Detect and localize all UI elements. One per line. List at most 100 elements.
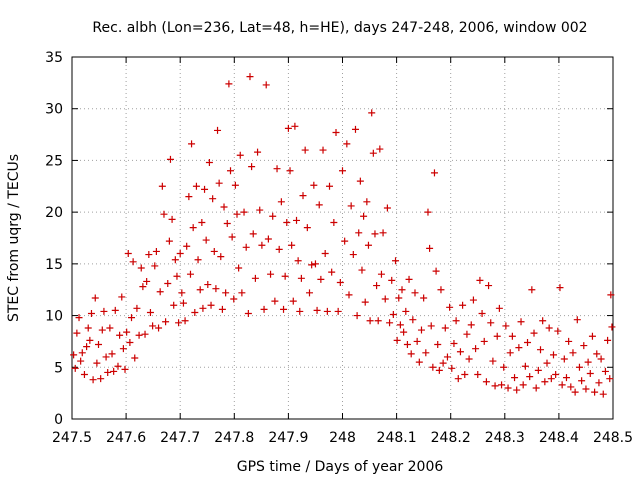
data-point [539,317,547,325]
data-point [580,342,588,350]
y-tick-label: 30 [45,102,63,118]
data-point [289,297,297,305]
data-point [258,241,266,249]
data-point [487,319,495,327]
data-point [205,158,213,166]
data-point [207,301,215,309]
data-point [448,364,456,372]
data-point [413,337,421,345]
data-point [493,332,501,340]
data-point [106,324,114,332]
data-point [347,202,355,210]
data-point [478,310,486,318]
x-tick-label: 247.5 [52,430,92,446]
data-point [98,326,106,334]
data-point [405,275,413,283]
data-point [114,362,122,370]
data-point [461,371,469,379]
data-point [435,366,443,374]
data-point [426,244,434,252]
data-point [356,177,364,185]
data-point [526,373,534,381]
data-point [383,204,391,212]
data-point [517,318,525,326]
data-point [562,374,570,382]
data-point [223,220,231,228]
data-point [313,306,321,314]
data-point [209,195,217,203]
data-point [97,375,105,383]
data-point [437,286,445,294]
x-tick-label: 248.4 [539,430,579,446]
data-point [369,149,377,157]
data-point [303,224,311,232]
data-point [188,140,196,148]
data-point [70,351,78,359]
data-point [532,384,540,392]
data-point [502,322,510,330]
data-point [446,303,454,311]
data-point [537,346,545,354]
data-point [554,327,562,335]
data-point [233,210,241,218]
data-point [403,341,411,349]
data-point [360,212,368,220]
data-point [524,338,532,346]
data-point [228,233,236,241]
data-point [171,256,179,264]
data-point [73,329,81,337]
data-point [411,289,419,297]
data-point [361,298,369,306]
data-point [91,294,99,302]
data-point [441,324,449,332]
data-point [173,272,181,280]
data-point [135,331,143,339]
data-point [131,354,139,362]
x-tick-label: 248 [329,430,356,446]
x-axis: 247.5 247.6 247.7 247.8 247.9 248 248.1 248.2 24… [52,57,633,446]
data-point [588,332,596,340]
y-tick-label: 5 [54,360,63,376]
data-point [515,344,523,352]
data-point [294,257,302,265]
data-point [376,145,384,153]
data-point [409,316,417,324]
data-point [311,260,319,268]
data-point [319,146,327,154]
data-point [297,274,305,282]
data-point [355,229,363,237]
data-point [371,230,379,238]
data-point [280,305,288,313]
data-point [345,291,353,299]
data-point [267,270,275,278]
data-point [100,307,108,315]
data-point [353,312,361,320]
chart-title: Rec. albh (Lon=236, Lat=48, h=HE), days … [92,20,587,36]
x-axis-label: GPS time / Days of year 2006 [237,459,444,475]
data-point [201,185,209,193]
data-point [186,270,194,278]
data-point [256,206,264,214]
data-point [567,383,575,391]
data-point [271,297,279,305]
data-point [215,179,223,187]
data-point [275,245,283,253]
data-point [284,124,292,132]
data-point [392,257,400,265]
x-tick-label: 248.3 [485,430,525,446]
data-point [87,310,95,318]
data-point [71,364,79,372]
data-point [283,218,291,226]
data-point [593,350,601,358]
data-point [185,193,193,201]
data-point [95,341,103,349]
data-point [230,295,238,303]
x-tick-label: 247.9 [268,430,308,446]
data-point [133,304,141,312]
data-point [238,289,246,297]
data-point [328,268,336,276]
data-point [164,280,172,288]
data-point [296,307,304,315]
data-point [504,384,512,392]
data-point [519,381,527,389]
